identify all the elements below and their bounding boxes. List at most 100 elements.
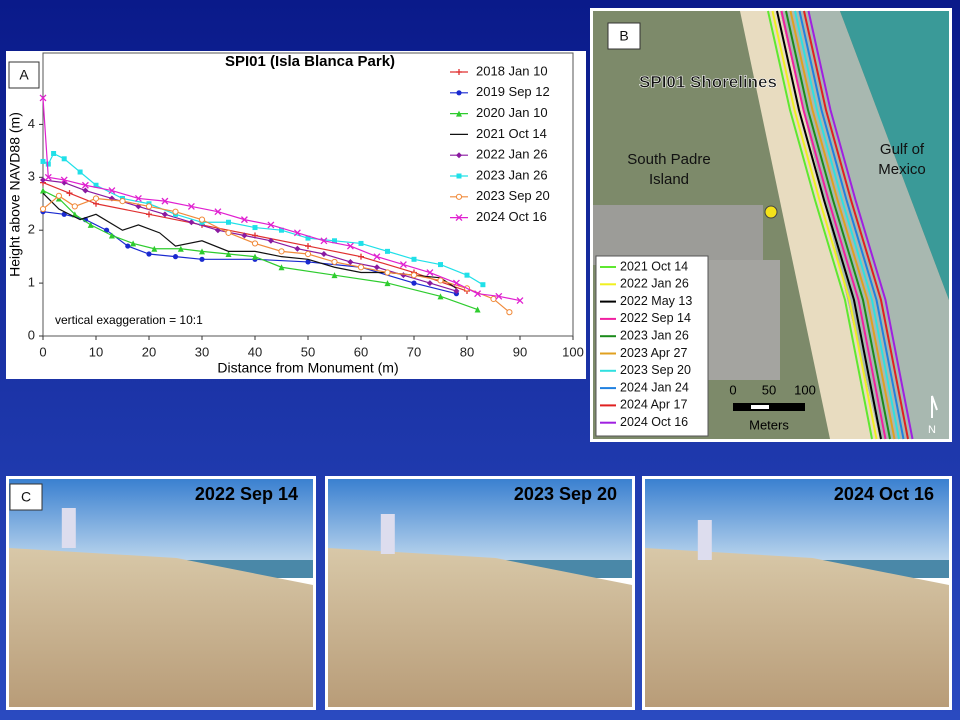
point	[385, 248, 390, 254]
x-tick-label: 30	[195, 344, 209, 359]
point	[61, 156, 67, 162]
shorelines	[767, 10, 914, 440]
point	[104, 227, 110, 233]
point	[516, 297, 524, 305]
point	[490, 295, 497, 303]
beach	[740, 11, 880, 439]
point	[453, 288, 460, 295]
y-tick-label: 0	[28, 327, 35, 342]
photo-building	[697, 520, 712, 560]
x-tick-label: 80	[460, 344, 474, 359]
point	[161, 211, 168, 218]
point	[93, 182, 99, 188]
point	[411, 256, 417, 262]
point	[411, 280, 417, 286]
y-tick-label: 4	[28, 116, 35, 131]
legend-label: 2023 Sep 20	[620, 363, 691, 377]
point	[506, 309, 513, 316]
point	[199, 248, 205, 255]
point	[456, 69, 462, 75]
point	[225, 251, 232, 258]
x-tick-label: 60	[354, 344, 368, 359]
place-label: Gulf of Mexico	[878, 141, 926, 178]
legend-label: 2018 Jan 10	[476, 63, 548, 78]
point	[77, 169, 83, 175]
photo-panel: 2022 Sep 14 2023 Sep 20 2024 Oct 16 C	[6, 476, 952, 710]
legend-label: 2022 May 13	[620, 294, 692, 308]
point	[82, 187, 89, 194]
photo-date: 2024 Oct 16	[834, 484, 934, 504]
legend-label: 2023 Jan 26	[620, 328, 689, 342]
point	[495, 292, 503, 300]
photo-building	[61, 508, 76, 548]
legend-label: 2023 Jan 26	[476, 167, 548, 182]
x-tick-label: 100	[562, 344, 584, 359]
point	[40, 187, 46, 194]
scale-label: 0	[729, 382, 736, 397]
legend-label: 2023 Apr 27	[620, 346, 687, 360]
point	[198, 216, 206, 223]
point	[480, 282, 486, 288]
point	[108, 232, 115, 239]
legend-label: 2022 Jan 26	[620, 277, 689, 291]
parking	[593, 205, 763, 265]
photo-date: 2022 Sep 14	[195, 484, 298, 504]
point	[172, 254, 179, 260]
point	[452, 279, 460, 287]
point	[464, 272, 470, 278]
point	[373, 253, 381, 261]
point	[305, 243, 311, 250]
point	[357, 264, 365, 271]
map-legend-entries: 2021 Oct 14 2022 Jan 26 2022 May 13 2022 Se…	[600, 259, 692, 429]
point	[161, 197, 169, 205]
point	[426, 269, 434, 276]
point	[474, 290, 482, 298]
point	[293, 229, 301, 237]
point	[146, 211, 152, 218]
point	[304, 250, 312, 258]
point	[331, 272, 338, 279]
point	[214, 208, 222, 216]
legend-label: 2022 Jan 26	[476, 147, 548, 162]
point	[384, 269, 391, 276]
point	[278, 248, 285, 255]
point	[146, 251, 152, 257]
series-line	[42, 195, 510, 313]
point	[437, 277, 444, 284]
point	[456, 152, 462, 159]
point	[399, 261, 407, 269]
point	[331, 258, 338, 266]
photo-sand	[328, 548, 632, 707]
point	[305, 235, 311, 241]
map-panel: B SPI01 Shorelines South Padre Island Gul…	[590, 8, 952, 442]
point	[347, 258, 354, 265]
point	[108, 187, 116, 194]
map-title: SPI01 Shorelines	[639, 72, 777, 91]
point	[456, 110, 462, 117]
point	[225, 229, 232, 236]
point	[39, 94, 47, 102]
point	[437, 293, 444, 300]
point	[45, 161, 51, 167]
photo-sand	[645, 548, 949, 707]
point	[456, 90, 462, 96]
chart-title: SPI01 (Isla Blanca Park)	[225, 53, 395, 70]
y-axis-title: Height above NAVD88 (m)	[7, 112, 23, 277]
point	[39, 205, 47, 213]
shoreline	[798, 10, 905, 440]
panel-label: A	[19, 67, 29, 83]
panel-label-box	[8, 61, 40, 89]
point	[66, 190, 73, 197]
shoreline	[776, 10, 882, 440]
gulf	[840, 11, 949, 300]
point	[226, 219, 231, 225]
point	[199, 256, 205, 262]
north-arrow	[931, 395, 938, 418]
point	[426, 280, 433, 287]
annotation: vertical exaggeration = 10:1	[55, 313, 203, 327]
chart: 0 10 20 30 40 50 60 70 80 90 100 0 1 2 3 4 SPI01 (Isla B…	[7, 52, 584, 376]
x-axis-title: Distance from Monument (m)	[217, 360, 398, 376]
shoreline	[785, 10, 891, 440]
point	[81, 181, 89, 189]
